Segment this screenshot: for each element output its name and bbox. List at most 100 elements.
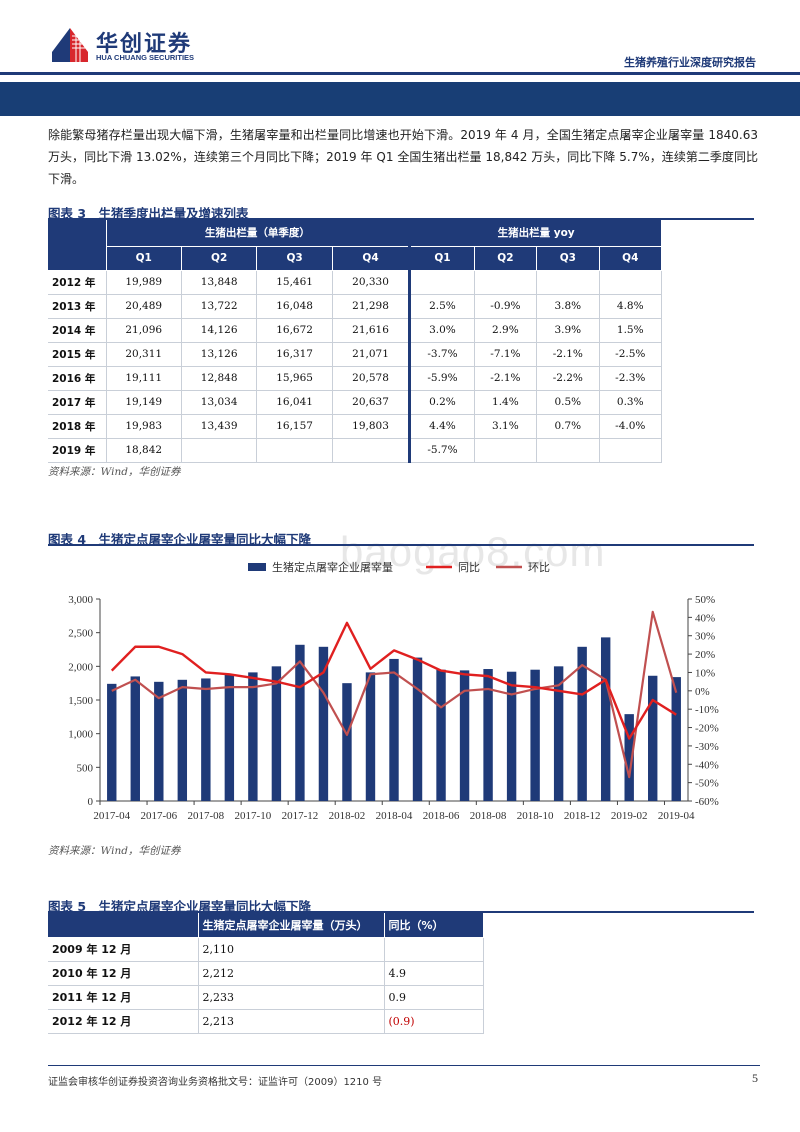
left-tick-label: 3,000 <box>68 594 93 606</box>
table-row: 2013 年 20,489 13,722 16,048 21,298 2.5% -0.9% 3… <box>48 294 663 319</box>
legend-label: 环比 <box>528 561 550 574</box>
table-row: 2012 年 12 月 2,213 (0.9) <box>48 1009 484 1034</box>
table-row: 2012 年 19,989 13,848 15,461 20,330 <box>48 270 663 295</box>
bar <box>530 669 540 801</box>
yoy-cell <box>536 270 600 295</box>
fig5-header-cell <box>48 913 199 938</box>
yoy-cell: 1.4% <box>474 390 538 415</box>
fig5-table: 生猪定点屠宰企业屠宰量（万头） 同比（%） 2009 年 12 月 2,110 20… <box>48 913 484 1034</box>
x-tick-label: 2018-08 <box>470 810 507 822</box>
value-cell: 2,212 <box>198 961 385 986</box>
row-year: 2014 年 <box>48 318 107 343</box>
fig3-quarter-header: Q4 <box>332 246 412 271</box>
fig3-group-header: 生猪出栏量 yoy <box>409 220 662 247</box>
output-cell: 18,842 <box>106 438 182 463</box>
table-row: 2015 年 20,311 13,126 16,317 21,071 -3.7% -7.1%… <box>48 342 663 367</box>
bar <box>483 669 493 801</box>
output-cell: 12,848 <box>181 366 258 391</box>
output-cell: 21,071 <box>332 342 412 367</box>
output-cell: 16,672 <box>256 318 333 343</box>
left-tick-label: 1,500 <box>68 695 93 707</box>
left-tick-label: 1,000 <box>68 729 93 741</box>
yoy-cell: -4.0% <box>599 414 663 439</box>
header-rule <box>0 72 800 75</box>
bar <box>553 666 564 801</box>
fig5-title: 图表 5 生猪定点屠宰企业屠宰量同比大幅下降 <box>48 899 312 914</box>
fig3-quarter-header: Q1 <box>106 246 182 271</box>
x-tick-label: 2017-10 <box>235 810 272 822</box>
bar <box>577 646 587 801</box>
legend-label: 同比 <box>458 561 480 574</box>
bar <box>295 644 305 801</box>
company-logo: 华创证券 HUA CHUANG SECURITIES <box>48 22 208 66</box>
bar <box>107 683 117 801</box>
output-cell: 19,149 <box>106 390 182 415</box>
output-cell: 13,722 <box>181 294 258 319</box>
fig3-source: 资料来源：Wind，华创证券 <box>48 466 181 478</box>
output-cell: 20,489 <box>106 294 182 319</box>
right-tick-label: -40% <box>695 759 719 771</box>
fig4-title: 图表 4 生猪定点屠宰企业屠宰量同比大幅下降 <box>48 532 312 547</box>
yoy-cell: -2.3% <box>599 366 663 391</box>
row-year: 2017 年 <box>48 390 107 415</box>
row-year: 2013 年 <box>48 294 107 319</box>
yoy-cell: 0.7% <box>536 414 600 439</box>
header-band <box>0 82 800 116</box>
output-cell: 16,041 <box>256 390 333 415</box>
table-row: 2016 年 19,111 12,848 15,965 20,578 -5.9% -2.1%… <box>48 366 663 391</box>
yoy-cell <box>409 270 475 295</box>
logo-mark-icon <box>52 28 88 62</box>
fig3-quarter-header: Q3 <box>256 246 333 271</box>
fig3-quarter-header: Q2 <box>474 246 538 271</box>
footer-rule <box>48 1065 760 1066</box>
yoy-cell: (0.9) <box>384 1009 484 1034</box>
bar <box>365 672 376 801</box>
table-row: 2017 年 19,149 13,034 16,041 20,637 0.2% 1.4% 0.… <box>48 390 663 415</box>
table-row: 2014 年 21,096 14,126 16,672 21,616 3.0% 2.9% 3.… <box>48 318 663 343</box>
bar <box>648 675 658 801</box>
yoy-cell: 3.0% <box>409 318 475 343</box>
right-tick-label: 20% <box>695 649 715 661</box>
row-year: 2015 年 <box>48 342 107 367</box>
yoy-cell <box>474 438 538 463</box>
yoy-cell: 4.9 <box>384 961 484 986</box>
fig5-header-cell: 生猪定点屠宰企业屠宰量（万头） <box>198 913 385 938</box>
bar <box>318 646 329 801</box>
fig3-corner-cell <box>48 220 107 271</box>
bar <box>412 657 423 801</box>
yoy-cell: 3.1% <box>474 414 538 439</box>
output-cell: 21,096 <box>106 318 182 343</box>
period-cell: 2010 年 12 月 <box>48 961 199 986</box>
right-tick-label: -50% <box>695 778 719 790</box>
fig3-quarter-header: Q3 <box>536 246 600 271</box>
table-row: 2018 年 19,983 13,439 16,157 19,803 4.4% 3.1% 0.… <box>48 414 663 439</box>
left-tick-label: 500 <box>77 762 94 774</box>
output-cell: 13,848 <box>181 270 258 295</box>
page-number: 5 <box>752 1071 758 1085</box>
bar <box>248 672 258 801</box>
row-year: 2016 年 <box>48 366 107 391</box>
yoy-cell <box>536 438 600 463</box>
logo-english-name: HUA CHUANG SECURITIES <box>96 53 195 62</box>
report-title: 生猪养殖行业深度研究报告 <box>624 56 756 69</box>
fig3-table: 生猪出栏量（单季度） 生猪出栏量 yoy Q1 Q2 Q3 Q4 Q1 Q2 Q… <box>48 220 663 463</box>
yoy-cell <box>384 937 484 962</box>
bar <box>389 658 399 801</box>
x-tick-label: 2018-10 <box>517 810 554 822</box>
x-tick-label: 2017-12 <box>282 810 319 822</box>
bar <box>201 678 211 801</box>
bar <box>342 683 352 801</box>
right-tick-label: -30% <box>695 741 719 753</box>
fig4-source: 资料来源：Wind，华创证券 <box>48 845 181 857</box>
fig4-rule <box>48 544 754 546</box>
output-cell: 13,439 <box>181 414 258 439</box>
output-cell: 16,048 <box>256 294 333 319</box>
fig3-quarter-row: Q1 Q2 Q3 Q4 Q1 Q2 Q3 Q4 <box>48 246 663 271</box>
output-cell: 20,578 <box>332 366 412 391</box>
table-row: 2010 年 12 月 2,212 4.9 <box>48 961 484 986</box>
legend-label: 生猪定点屠宰企业屠宰量 <box>272 560 393 574</box>
output-cell: 16,157 <box>256 414 333 439</box>
bar <box>671 677 681 801</box>
bar <box>624 714 634 801</box>
fig3-quarter-header: Q2 <box>181 246 258 271</box>
